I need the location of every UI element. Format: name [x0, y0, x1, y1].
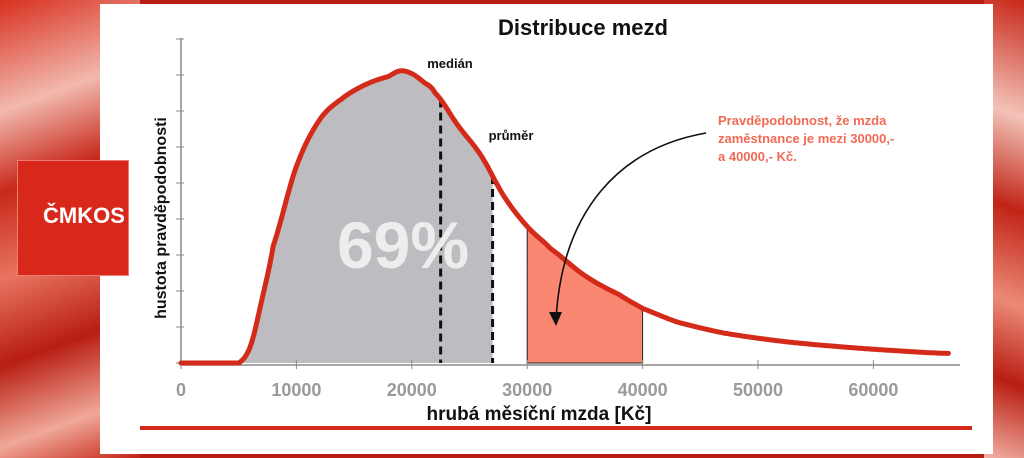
logo-text: ČMKOS	[43, 203, 125, 228]
x-tick-label: 40000	[618, 380, 668, 400]
density-curve	[178, 68, 951, 366]
annotation-arrow-line	[555, 132, 707, 321]
marker-label-mean: průměr	[489, 128, 534, 143]
x-tick-label: 20000	[387, 380, 437, 400]
annotation-line-2: zaměstnance je mezi 30000,-	[718, 131, 894, 146]
annotation-line-1: Pravděpodobnost, že mzda	[718, 113, 887, 128]
x-tick-label: 0	[176, 380, 186, 400]
shaded-area-69-percent	[238, 70, 493, 364]
annotation-arrow-head	[549, 312, 562, 326]
x-tick-label: 60000	[848, 380, 898, 400]
x-axis-label: hrubá měsíční mzda [Kč]	[427, 404, 652, 425]
y-axis-label: hustota pravděpodobnosti	[153, 117, 170, 319]
cmkos-logo: ČMKOS	[17, 160, 129, 276]
chart-title: Distribuce mezd	[498, 15, 668, 40]
shaded-area-30000-40000	[526, 225, 644, 364]
marker-label-median: medián	[427, 56, 473, 71]
x-tick-label: 30000	[502, 380, 552, 400]
annotation-line-3: a 40000,- Kč.	[718, 149, 797, 164]
slide-panel	[100, 4, 993, 454]
x-tick-label: 50000	[733, 380, 783, 400]
x-tick-label: 10000	[271, 380, 321, 400]
percent-label: 69%	[337, 208, 469, 282]
chart-marks-layer: medián průměr	[140, 56, 972, 430]
